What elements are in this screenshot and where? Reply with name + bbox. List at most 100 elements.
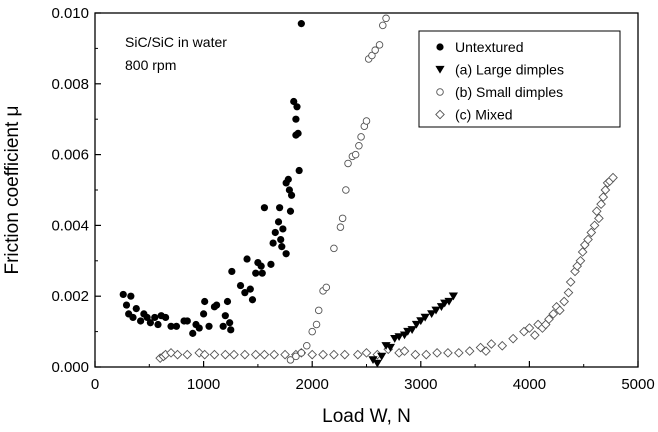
- data-point: [544, 314, 554, 325]
- data-point: [371, 46, 379, 54]
- data-point: [277, 235, 285, 244]
- data-point: [294, 129, 302, 137]
- data-point: [355, 141, 363, 150]
- data-point: [329, 349, 339, 360]
- data-point: [330, 244, 338, 253]
- data-point: [189, 329, 197, 337]
- data-point: [421, 349, 432, 360]
- data-point: [318, 349, 328, 360]
- data-marks: [119, 14, 618, 368]
- legend-marker: [435, 65, 445, 74]
- data-point: [271, 228, 279, 237]
- data-point: [243, 255, 251, 263]
- data-point: [284, 175, 292, 183]
- data-point: [344, 159, 352, 168]
- data-point: [220, 349, 231, 360]
- data-point: [297, 349, 306, 357]
- data-point: [154, 320, 162, 329]
- data-point: [608, 172, 618, 183]
- data-point: [379, 21, 387, 30]
- data-point: [246, 285, 254, 293]
- series-1: [368, 292, 458, 368]
- y-tick-label: 0.006: [51, 147, 89, 164]
- data-point: [583, 234, 593, 245]
- data-point: [600, 185, 611, 195]
- series-0: [119, 20, 305, 337]
- annotation-text: 800 rpm: [125, 57, 176, 73]
- data-point: [226, 319, 234, 327]
- data-point: [223, 297, 232, 306]
- data-point: [129, 313, 137, 322]
- legend-marker: [436, 43, 444, 51]
- data-point: [260, 204, 269, 212]
- data-point: [453, 348, 464, 358]
- data-point: [416, 317, 426, 326]
- data-point: [577, 247, 588, 257]
- data-point: [559, 296, 569, 307]
- data-point: [172, 349, 183, 360]
- data-point: [589, 220, 600, 231]
- data-point: [236, 281, 245, 290]
- data-point: [399, 346, 410, 356]
- data-point: [336, 223, 345, 231]
- data-point: [357, 133, 365, 141]
- legend-label: (b) Small dimples: [455, 84, 563, 100]
- annotation-text: SiC/SiC in water: [125, 34, 227, 50]
- data-point: [529, 330, 540, 340]
- data-point: [213, 301, 221, 309]
- y-tick-label: 0.004: [51, 217, 89, 234]
- data-point: [229, 349, 239, 360]
- data-point: [209, 349, 220, 360]
- data-point: [385, 343, 395, 352]
- data-point: [377, 352, 387, 361]
- data-point: [282, 250, 290, 258]
- data-point: [372, 359, 382, 368]
- data-point: [410, 349, 421, 360]
- data-point: [554, 305, 565, 316]
- data-point: [248, 296, 257, 304]
- data-point: [257, 262, 265, 270]
- data-point: [575, 255, 586, 266]
- data-point: [338, 214, 347, 223]
- data-point: [431, 306, 441, 315]
- data-point: [407, 326, 417, 334]
- data-point: [508, 333, 518, 344]
- legend-label: (c) Mixed: [455, 107, 513, 123]
- data-point: [143, 313, 151, 322]
- y-tick-label: 0.010: [51, 5, 89, 22]
- data-point: [240, 349, 250, 360]
- data-point: [228, 267, 236, 276]
- x-tick-label: 3000: [404, 376, 437, 393]
- y-tick-label: 0.008: [51, 76, 89, 93]
- data-point: [172, 322, 181, 330]
- data-point: [292, 115, 300, 123]
- data-point: [591, 206, 602, 217]
- data-point: [295, 166, 303, 175]
- data-point: [286, 356, 295, 364]
- data-point: [241, 289, 249, 297]
- data-point: [292, 352, 300, 361]
- data-point: [411, 320, 422, 329]
- data-point: [375, 41, 384, 49]
- data-point: [161, 313, 170, 322]
- data-point: [286, 207, 295, 215]
- data-point: [127, 292, 135, 300]
- data-point: [259, 349, 270, 360]
- data-point: [432, 348, 442, 358]
- x-tick-label: 2000: [296, 376, 329, 393]
- series-3: [155, 172, 618, 363]
- legend-marker: [435, 109, 445, 120]
- data-point: [420, 313, 430, 322]
- x-tick-label: 4000: [513, 376, 546, 393]
- data-point: [548, 309, 559, 319]
- data-point: [312, 320, 321, 329]
- data-point: [382, 14, 390, 23]
- data-point: [290, 97, 298, 106]
- data-point: [596, 199, 606, 209]
- data-point: [199, 349, 210, 360]
- x-axis-title: Load W, N: [322, 406, 411, 427]
- data-point: [278, 243, 286, 251]
- legend-marker: [436, 88, 444, 96]
- data-point: [464, 346, 475, 356]
